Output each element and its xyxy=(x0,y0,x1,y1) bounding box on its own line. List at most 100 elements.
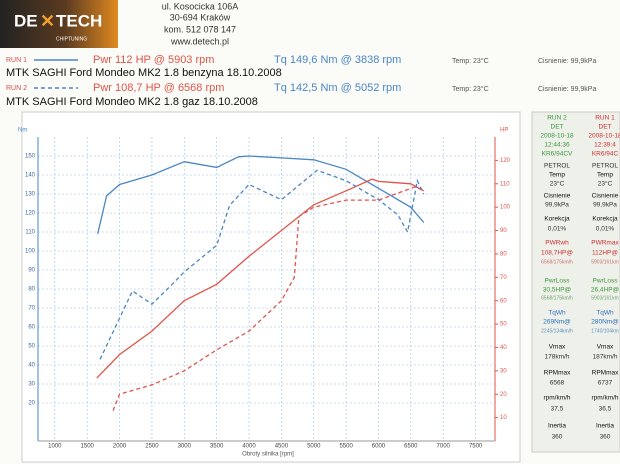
side-table-cell: 99,9kPa xyxy=(593,202,617,209)
logo-text: DE xyxy=(14,11,38,30)
y-tick-label: 50 xyxy=(28,344,35,350)
side-table-cell: 37,5 xyxy=(551,406,564,413)
x-axis-label: Obroty silnika [rpm] xyxy=(242,452,294,458)
side-table-cell: PETROL xyxy=(544,163,570,170)
y-tick-label: 60 xyxy=(28,325,35,331)
side-table-cell: 280Nm@ xyxy=(591,319,619,326)
side-table-cell: Temp xyxy=(549,172,565,179)
y-tick-label: 90 xyxy=(28,268,35,274)
y2-tick-label: 60 xyxy=(500,298,507,304)
y2-tick-label: 40 xyxy=(500,345,507,351)
side-table-cell: PWRmax xyxy=(591,240,619,247)
side-table-cell: Vmax xyxy=(549,344,566,351)
side-table-cell: Cisnienie xyxy=(544,193,571,200)
x-tick-label: 2500 xyxy=(145,444,159,450)
side-table-cell: 5903/161km xyxy=(591,295,619,301)
y2-tick-label: 110 xyxy=(500,181,510,187)
side-table-cell: RUN 1 xyxy=(595,115,615,122)
run-pressure: Cisnienie: 99,9kPa xyxy=(538,86,596,93)
x-tick-label: 3000 xyxy=(178,444,192,450)
side-table-cell: Inertia xyxy=(548,423,566,430)
run-temp: Temp: 23°C xyxy=(452,57,489,65)
address: www.detech.pl xyxy=(170,36,229,46)
y2-tick-label: 120 xyxy=(500,158,511,164)
run-power: Pwr 108,7 HP @ 6568 rpm xyxy=(93,82,224,94)
y2-tick-label: 50 xyxy=(500,322,507,328)
y-tick-label: 80 xyxy=(28,287,35,293)
side-table-cell: 99,9kPa xyxy=(545,202,569,209)
side-table-cell: 0,01% xyxy=(596,226,615,233)
x-tick-label: 6500 xyxy=(404,444,418,450)
logo-box xyxy=(0,0,118,48)
side-table-cell: TqWh xyxy=(596,310,614,317)
run-power: Pwr 112 HP @ 5903 rpm xyxy=(93,54,214,66)
address: 30-694 Kraków xyxy=(170,12,231,22)
run-pressure: Cisnienie: 99,9kPa xyxy=(538,58,596,65)
x-tick-label: 4000 xyxy=(242,444,256,450)
side-table-cell: 6568 xyxy=(550,380,565,387)
side-table-cell: 0,01% xyxy=(548,226,567,233)
side-table-cell: 12:39:4 xyxy=(594,142,616,149)
y2-tick-label: 70 xyxy=(500,275,507,281)
side-table-cell: 2008-10-18 xyxy=(540,133,574,140)
side-table-cell: 178km/h xyxy=(545,354,570,361)
y2-tick-label: 10 xyxy=(500,415,507,421)
side-table-cell: 2008-10-18 xyxy=(588,133,620,140)
y-axis-label: Nm xyxy=(18,128,27,134)
x-tick-label: 1000 xyxy=(48,444,62,450)
side-table-cell: 360 xyxy=(600,434,611,441)
y-tick-label: 100 xyxy=(25,249,36,255)
y-tick-label: 130 xyxy=(25,192,36,198)
side-table-cell: Vmax xyxy=(597,344,614,351)
y2-tick-label: 20 xyxy=(500,392,507,398)
data-line xyxy=(112,186,425,411)
side-table-cell: 5903/161km xyxy=(591,259,619,265)
side-table-cell: KR6/94CV xyxy=(542,151,573,158)
side-table-cell: DET xyxy=(551,124,564,131)
run-temp: Temp: 23°C xyxy=(452,85,489,93)
side-table-cell: rpm/km/h xyxy=(543,395,570,402)
side-table-cell: RPMmax xyxy=(592,370,619,377)
side-table-cell: 6737 xyxy=(598,380,613,387)
run-torque: Tq 142,5 Nm @ 5052 rpm xyxy=(274,82,401,94)
y2-tick-label: 90 xyxy=(500,228,507,234)
y-tick-label: 110 xyxy=(25,230,35,236)
y-tick-label: 120 xyxy=(25,211,36,217)
address: kom. 512 078 147 xyxy=(164,24,236,34)
side-table-cell: 26,4HP@ xyxy=(591,287,620,294)
side-table-cell: RUN 2 xyxy=(547,115,567,122)
data-line xyxy=(96,178,425,379)
address: ul. Kosocicka 106A xyxy=(162,1,239,11)
x-tick-label: 2000 xyxy=(113,444,127,450)
side-table-cell: 360 xyxy=(552,434,563,441)
side-table-cell: 1740/104km xyxy=(591,328,619,334)
side-table-cell: rpm/km/h xyxy=(591,395,618,402)
side-table-cell: 23°C xyxy=(550,180,565,188)
x-tick-label: 5500 xyxy=(339,444,353,450)
run-description: MTK SAGHI Ford Mondeo MK2 1.8 benzyna 18… xyxy=(6,67,282,79)
side-table-cell: TqWh xyxy=(548,310,566,317)
side-panel xyxy=(531,111,620,453)
x-tick-label: 1500 xyxy=(81,444,95,450)
y-tick-label: 140 xyxy=(25,173,36,179)
y-tick-label: 40 xyxy=(28,363,35,369)
run-description: MTK SAGHI Ford Mondeo MK2 1.8 gaz 18.10.… xyxy=(6,96,258,108)
side-table-cell: Cisnienie xyxy=(592,193,619,200)
logo-cross: ✕ xyxy=(40,11,55,31)
x-tick-label: 5000 xyxy=(307,444,321,450)
y2-tick-label: 80 xyxy=(500,252,507,258)
side-table-cell: Korekcja xyxy=(592,216,618,223)
side-table-cell: 36,5 xyxy=(599,406,612,413)
side-table-cell: 108,7HP@ xyxy=(541,250,573,257)
side-table-cell: 187km/h xyxy=(593,354,618,361)
y-tick-label: 30 xyxy=(28,382,35,388)
x-tick-label: 7500 xyxy=(469,444,483,450)
side-table-cell: Korekcja xyxy=(544,216,570,223)
y2-axis-label: HP xyxy=(500,128,508,134)
side-table-cell: KR6/94C xyxy=(592,151,619,158)
side-table-cell: PETROL xyxy=(592,163,618,170)
data-line xyxy=(99,169,425,360)
side-table-cell: 23°C xyxy=(598,180,613,188)
